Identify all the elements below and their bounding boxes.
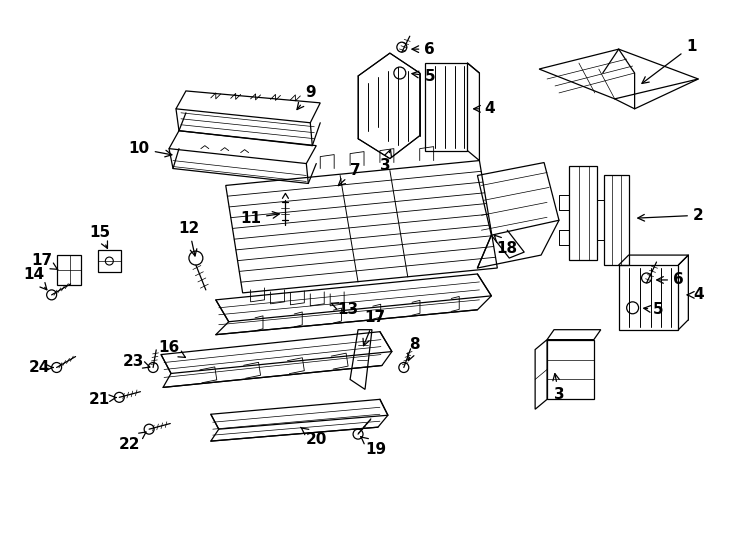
Text: 3: 3 bbox=[379, 150, 391, 173]
Text: 10: 10 bbox=[128, 141, 172, 157]
Text: 11: 11 bbox=[240, 211, 280, 226]
Text: 17: 17 bbox=[31, 253, 58, 269]
Text: 20: 20 bbox=[300, 427, 327, 447]
Text: 2: 2 bbox=[638, 208, 704, 223]
Text: 24: 24 bbox=[29, 360, 53, 375]
Text: 5: 5 bbox=[412, 69, 435, 84]
Text: 6: 6 bbox=[657, 273, 684, 287]
Text: 6: 6 bbox=[412, 42, 435, 57]
Text: 8: 8 bbox=[407, 337, 420, 361]
Text: 3: 3 bbox=[553, 374, 564, 402]
Text: 22: 22 bbox=[118, 432, 146, 451]
Text: 12: 12 bbox=[178, 221, 200, 256]
Text: 21: 21 bbox=[89, 392, 116, 407]
Text: 13: 13 bbox=[332, 302, 359, 318]
Text: 19: 19 bbox=[361, 437, 387, 457]
Text: 4: 4 bbox=[473, 102, 495, 116]
Text: 18: 18 bbox=[494, 235, 518, 255]
Text: 5: 5 bbox=[644, 302, 664, 318]
Text: 17: 17 bbox=[363, 310, 385, 346]
Text: 1: 1 bbox=[642, 39, 697, 84]
Text: 23: 23 bbox=[123, 354, 150, 369]
Text: 9: 9 bbox=[297, 85, 316, 110]
Text: 4: 4 bbox=[687, 287, 704, 302]
Text: 14: 14 bbox=[23, 267, 47, 290]
Text: 15: 15 bbox=[89, 225, 110, 248]
Text: 7: 7 bbox=[338, 163, 360, 186]
Text: 16: 16 bbox=[159, 340, 186, 357]
